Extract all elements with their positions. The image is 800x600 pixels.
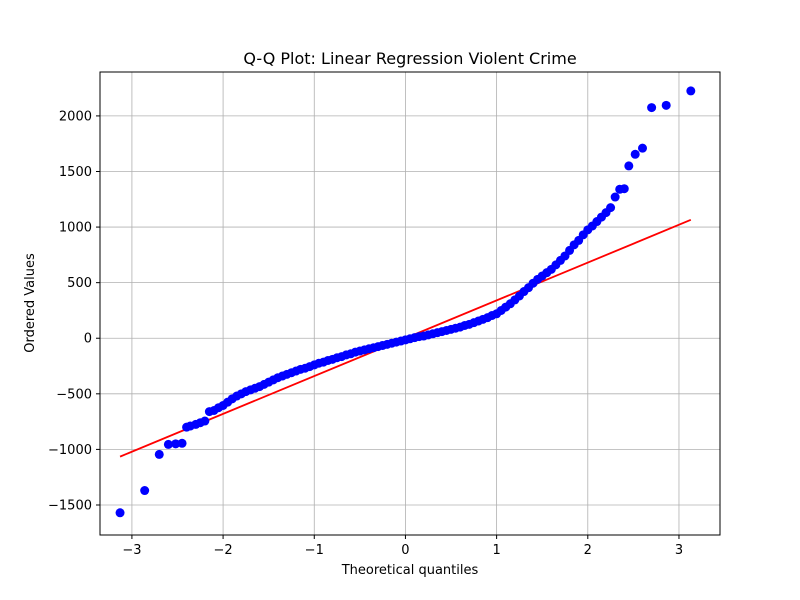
y-tick-label: −1000 [48, 443, 92, 458]
y-axis-label: Ordered Values [23, 253, 38, 353]
x-tick-label: 0 [401, 543, 409, 558]
y-tick-label: 500 [67, 276, 92, 291]
qq-point [115, 508, 125, 518]
x-tick-label: −1 [305, 543, 324, 558]
y-tick-label: 0 [84, 332, 92, 347]
chart-title: Q-Q Plot: Linear Regression Violent Crim… [243, 49, 576, 68]
qq-point [661, 100, 671, 110]
qq-point [610, 192, 620, 202]
x-tick-label: −2 [214, 543, 233, 558]
y-tick-label: 1000 [59, 221, 92, 236]
gridlines [100, 72, 720, 535]
y-axis-ticks: −1500 −1000 −500 0 500 1000 1500 2000 [48, 109, 100, 513]
qq-point [686, 86, 696, 96]
plot-frame [99, 71, 721, 536]
qq-point [630, 149, 640, 159]
y-tick-label: 1500 [59, 165, 92, 180]
qq-point [647, 103, 657, 113]
data-points [115, 86, 696, 518]
qq-point [619, 184, 629, 194]
y-tick-label: −1500 [48, 498, 92, 513]
qq-point [606, 203, 616, 213]
qq-point [163, 439, 173, 449]
y-tick-label: 2000 [59, 109, 92, 124]
x-tick-label: 3 [675, 543, 683, 558]
x-tick-label: −3 [122, 543, 141, 558]
qq-point [177, 438, 187, 448]
qq-point [638, 143, 647, 153]
y-tick-label: −500 [56, 387, 92, 402]
qq-point [154, 449, 164, 459]
qq-point [624, 161, 634, 171]
x-tick-label: 2 [584, 543, 592, 558]
qq-point [140, 486, 150, 496]
qq-point [200, 416, 210, 426]
x-axis-label: Theoretical quantiles [341, 563, 479, 578]
x-axis-ticks: −3 −2 −1 0 1 2 3 [122, 535, 683, 558]
x-tick-label: 1 [492, 543, 500, 558]
